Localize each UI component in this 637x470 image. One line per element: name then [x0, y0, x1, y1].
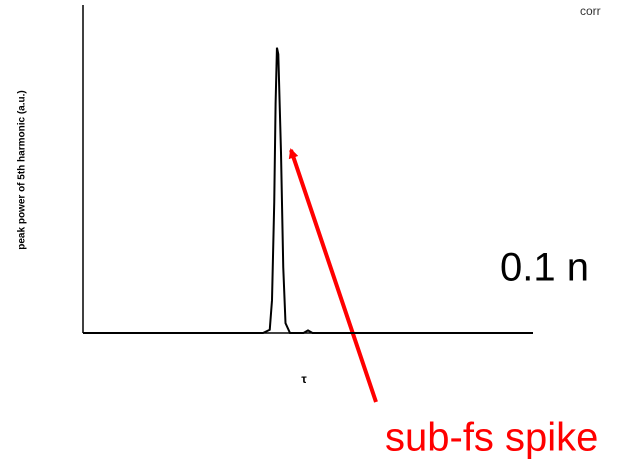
data-line	[83, 47, 533, 334]
annotation: corr	[580, 4, 601, 18]
y-axis-label: peak power of 5th harmonic (a.u.)	[17, 90, 28, 249]
annotation: sub-fs spike	[385, 416, 598, 460]
x-axis-label: τ	[301, 372, 307, 386]
annotation: 0.1 n	[500, 246, 589, 290]
arrow	[288, 148, 378, 403]
